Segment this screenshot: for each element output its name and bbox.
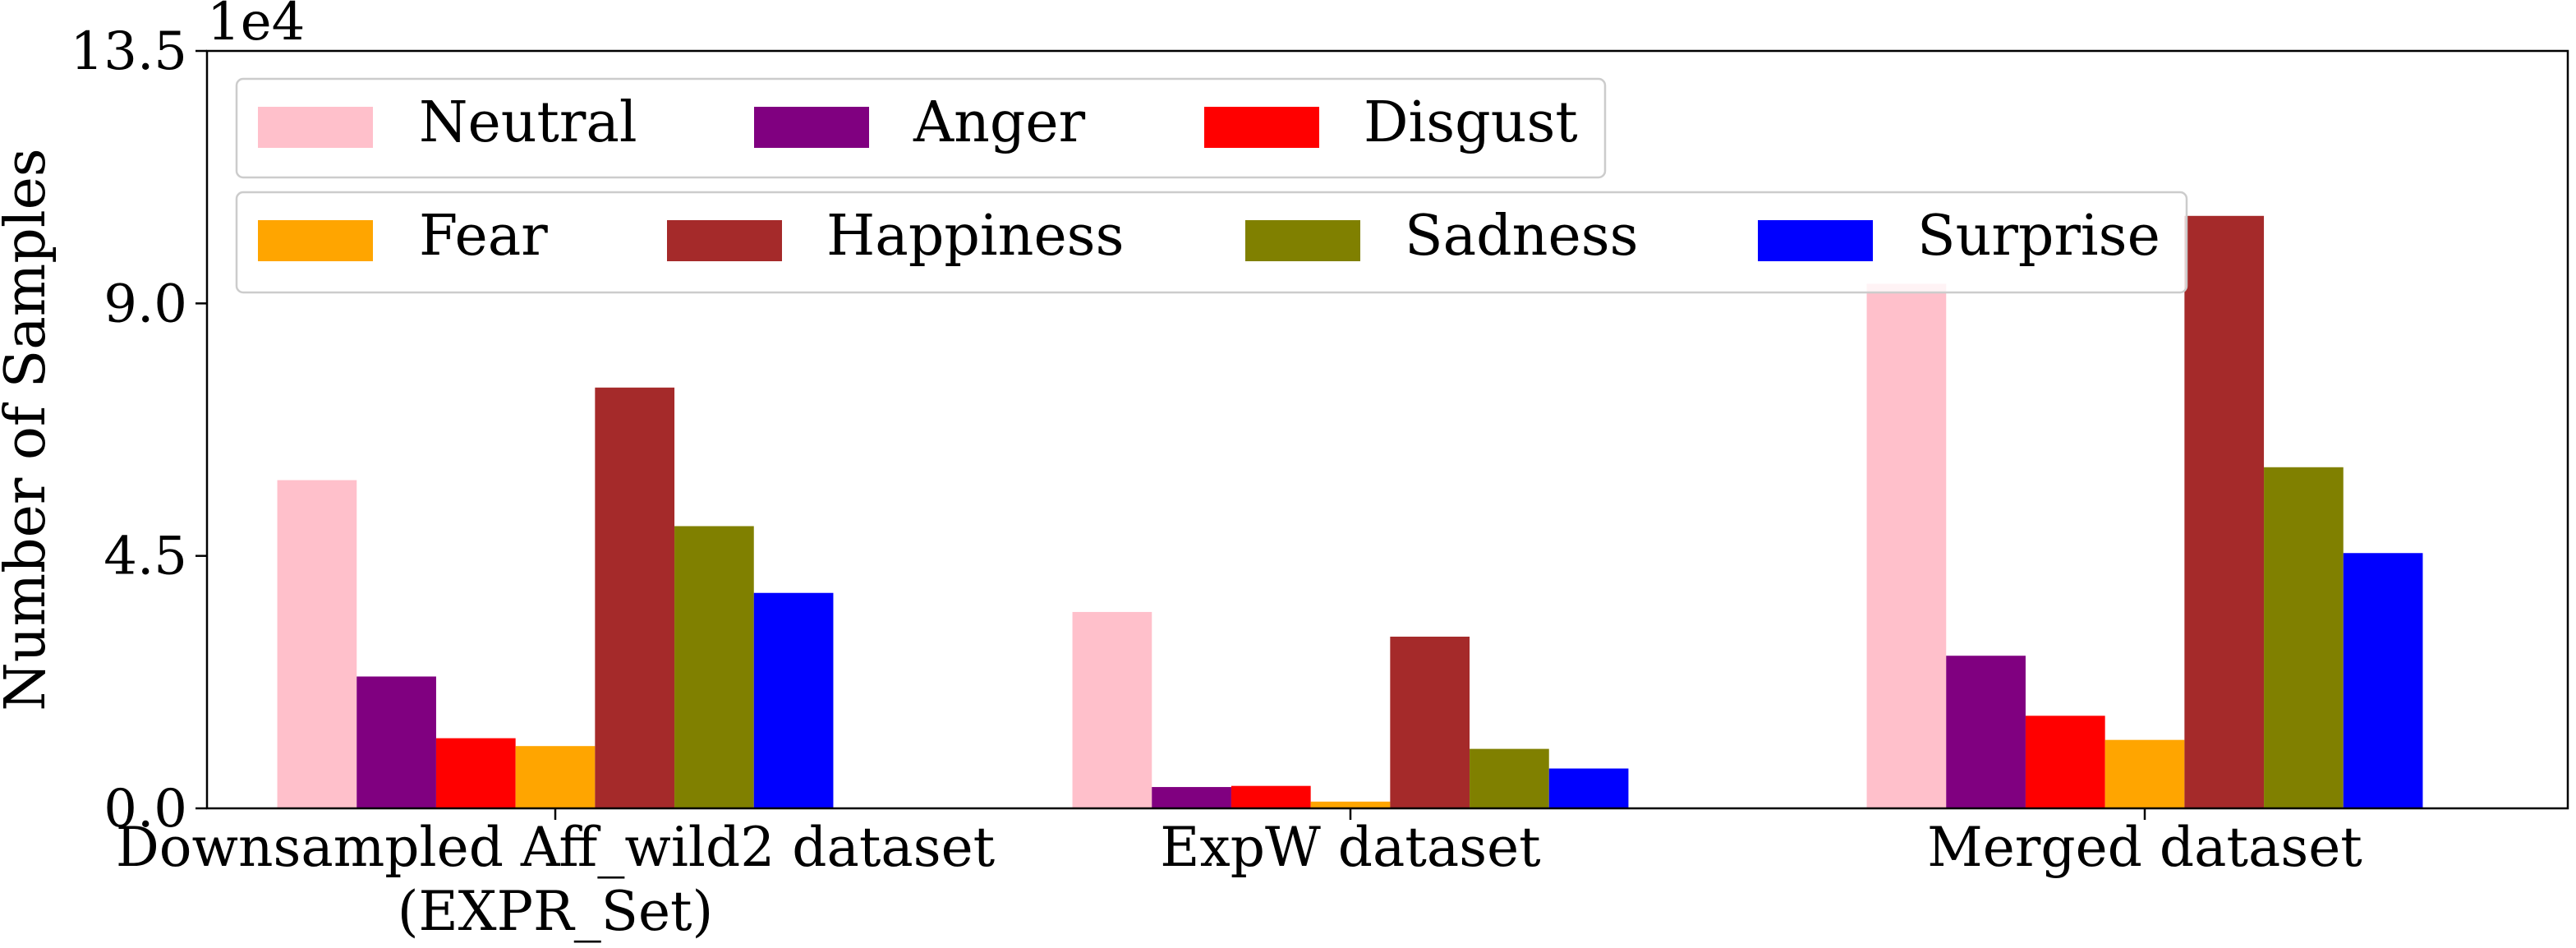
legend-label-surprise: Surprise	[1917, 204, 2160, 269]
bar-surprise-2	[1548, 768, 1629, 808]
bar-anger-1	[356, 676, 436, 808]
bar-anger-3	[1946, 656, 2026, 808]
x-axis: Downsampled Aff_wild2 dataset(EXPR_Set) E…	[116, 808, 2362, 943]
legend-swatch-surprise	[1758, 220, 1873, 261]
legend-label-anger: Anger	[913, 90, 1086, 155]
bar-surprise-3	[2343, 553, 2423, 808]
y-axis: 0.0 4.5 9.0 13.5	[71, 21, 207, 840]
y-tick-label: 4.5	[104, 527, 187, 587]
bar-surprise-1	[753, 592, 834, 808]
legend-swatch-anger	[754, 107, 869, 148]
bar-neutral-1	[277, 480, 357, 808]
bar-disgust-2	[1230, 785, 1311, 808]
bar-anger-2	[1152, 787, 1231, 808]
legend-label-disgust: Disgust	[1364, 90, 1578, 155]
y-tick-label: 13.5	[71, 21, 188, 82]
plot-frame	[205, 49, 2569, 810]
x-tick-label: ExpW dataset	[1160, 816, 1540, 879]
x-tick-label: (EXPR_Set)	[398, 880, 714, 943]
bar-happiness-1	[595, 387, 675, 808]
bar-fear-3	[2104, 739, 2185, 808]
legend-box	[235, 191, 2188, 294]
bar-sadness-1	[674, 526, 754, 808]
legend-swatch-happiness	[667, 220, 782, 261]
legend: Neutral Anger Disgust Fear Happiness Sadness S…	[235, 77, 2188, 294]
bar-sadness-2	[1470, 748, 1549, 808]
bar-neutral-3	[1866, 283, 1947, 808]
legend-box	[235, 77, 1607, 179]
bar-fear-2	[1310, 801, 1391, 808]
bar-disgust-3	[2025, 716, 2105, 808]
bars-layer	[277, 215, 2423, 808]
legend-swatch-neutral	[258, 107, 373, 148]
bar-neutral-2	[1072, 611, 1152, 808]
bar-happiness-3	[2184, 215, 2265, 808]
legend-label-happiness: Happiness	[826, 204, 1124, 269]
legend-label-neutral: Neutral	[419, 90, 637, 155]
legend-swatch-fear	[258, 220, 373, 261]
x-tick-label: Downsampled Aff_wild2 dataset	[116, 816, 995, 879]
legend-swatch-sadness	[1245, 220, 1360, 261]
y-axis-label: Number of Samples	[0, 148, 58, 711]
bar-sadness-3	[2264, 467, 2344, 808]
y-tick-label: 9.0	[104, 274, 187, 334]
y-tick-label: 0.0	[104, 779, 187, 840]
legend-label-sadness: Sadness	[1405, 204, 1638, 269]
y-axis-offset-label: 1e4	[207, 0, 305, 53]
bar-fear-1	[515, 746, 596, 808]
bar-disgust-1	[435, 738, 516, 808]
x-tick-label: Merged dataset	[1927, 816, 2362, 879]
legend-label-fear: Fear	[419, 204, 548, 269]
bar-happiness-2	[1390, 637, 1470, 808]
legend-swatch-disgust	[1204, 107, 1319, 148]
